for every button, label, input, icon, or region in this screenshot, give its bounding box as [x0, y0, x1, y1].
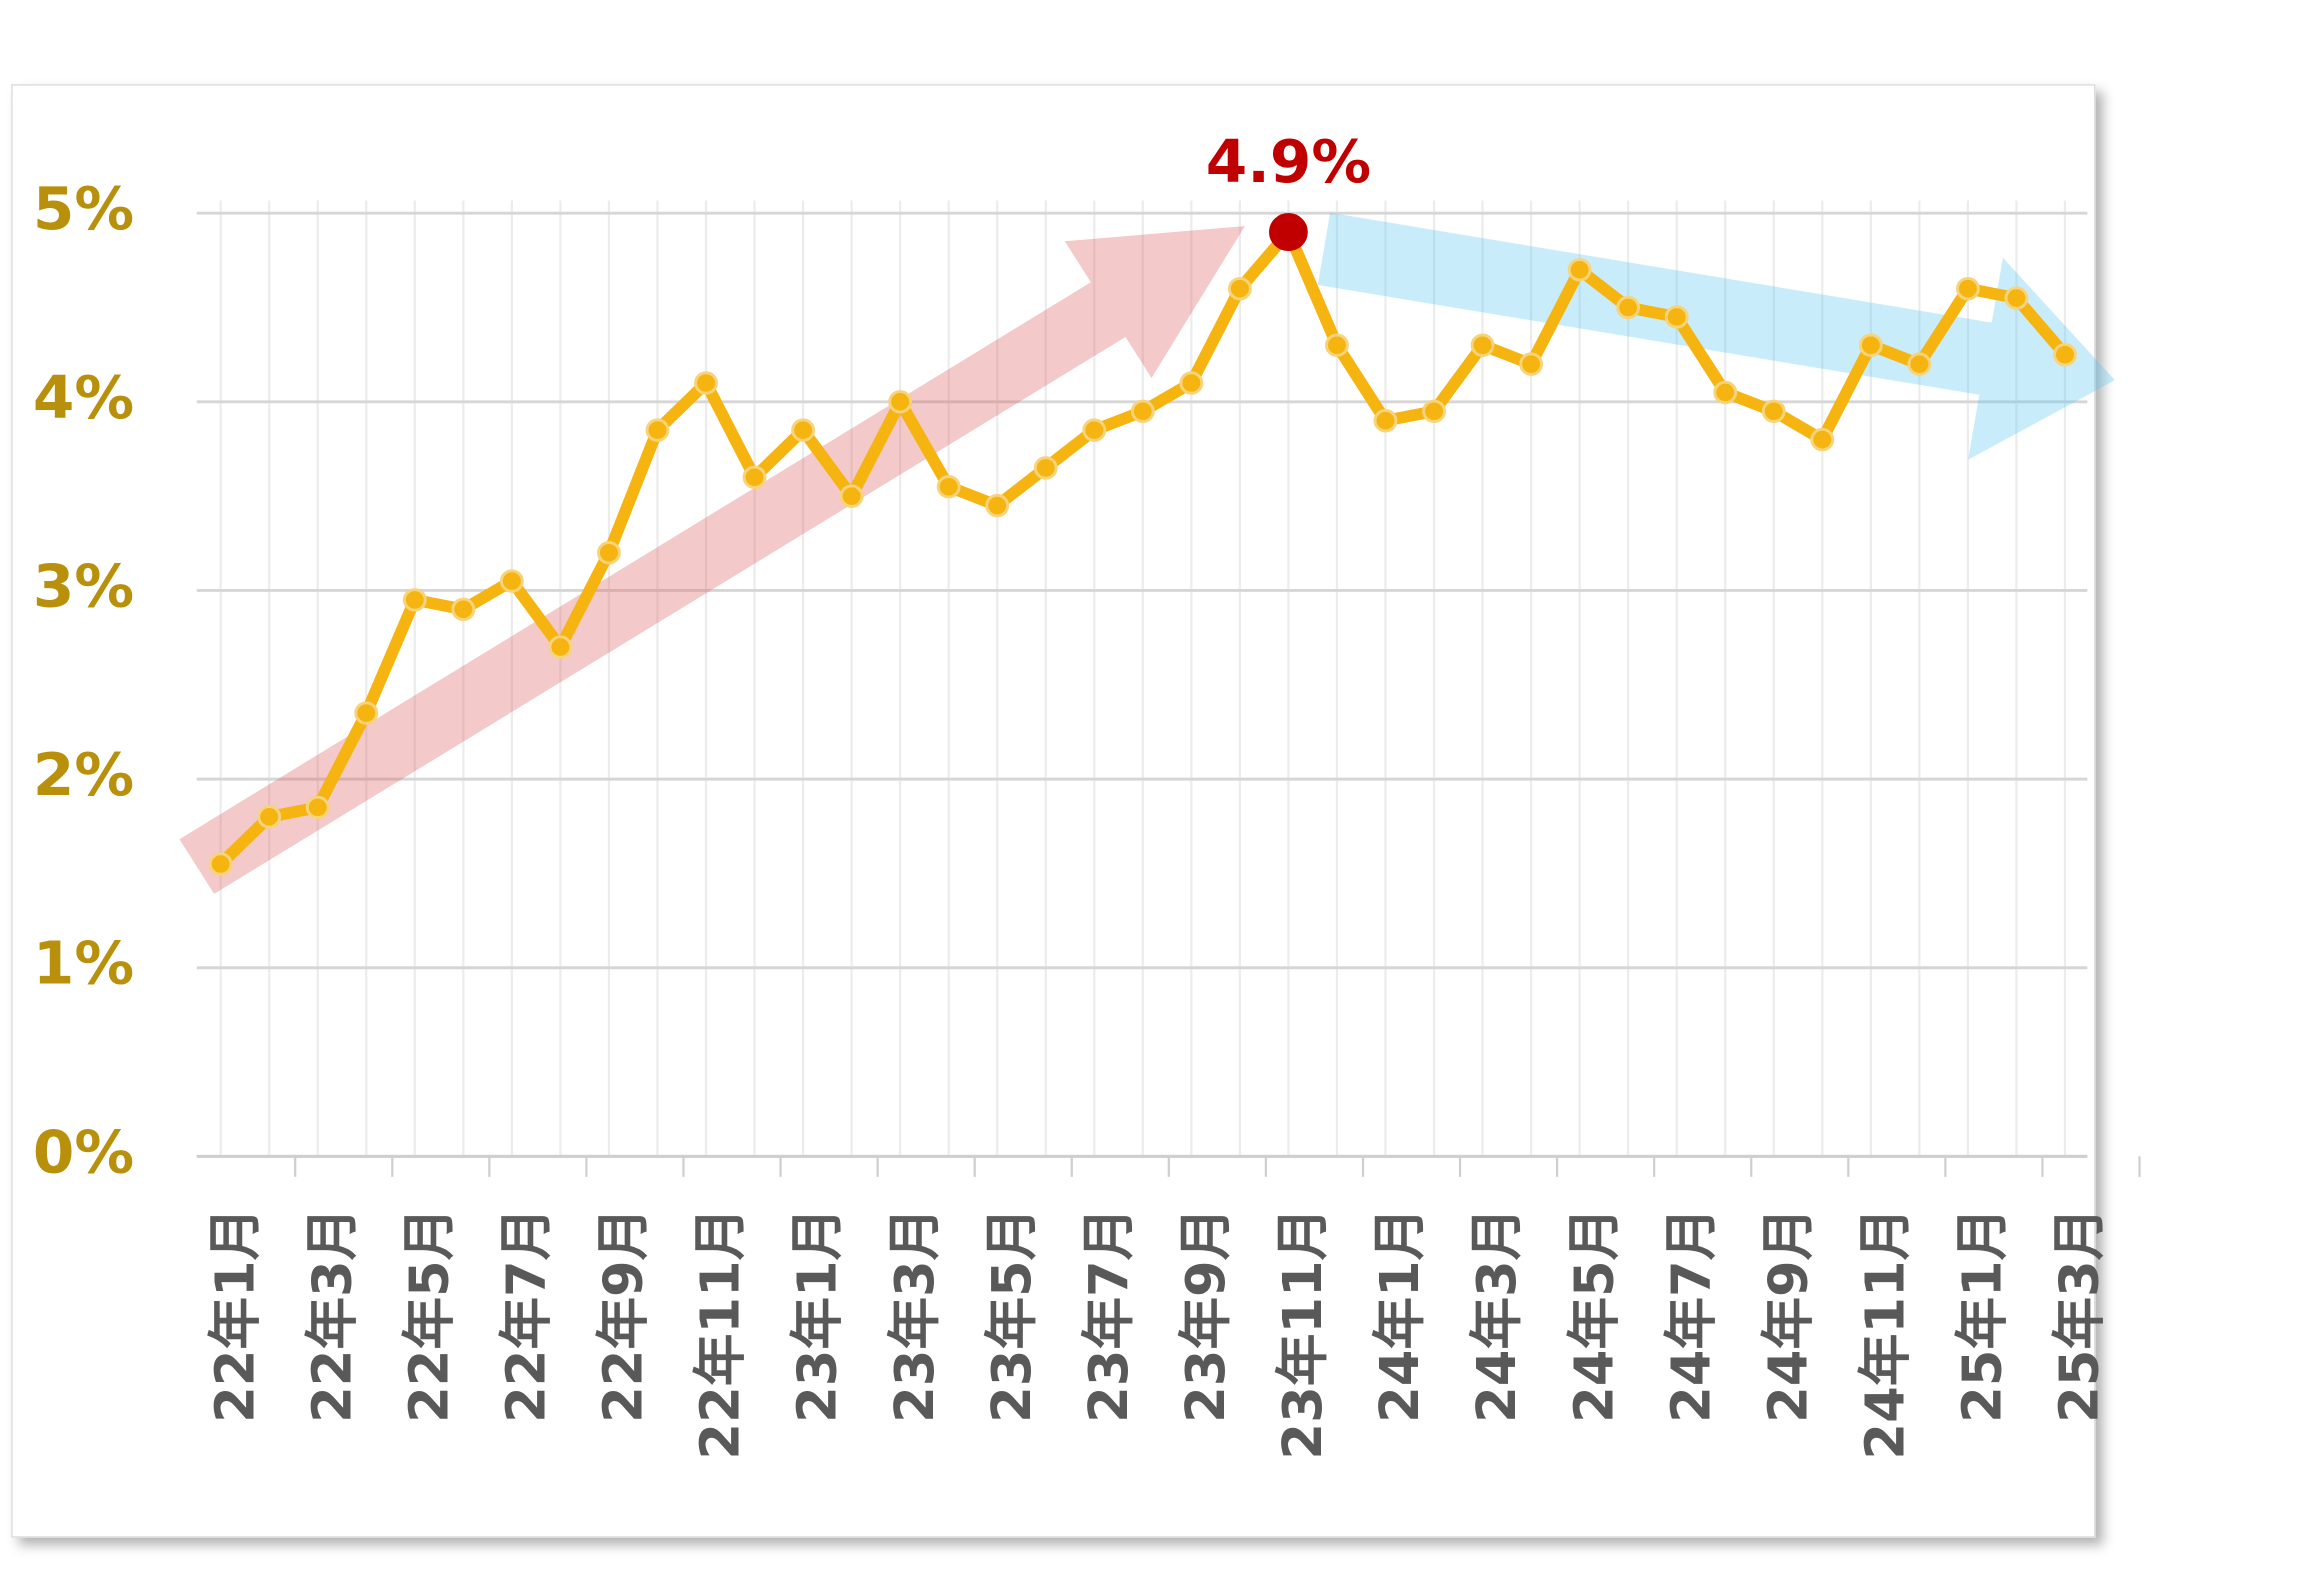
- x-tick-label: 25年3月: [2048, 1208, 2111, 1423]
- highlight-point: [1269, 213, 1308, 252]
- x-tick-label: 22年3月: [301, 1208, 364, 1423]
- x-tick-label: 24年7月: [1660, 1208, 1723, 1423]
- point: [597, 541, 621, 565]
- point: [1810, 427, 1835, 452]
- point: [888, 390, 913, 414]
- x-tick-label: 23年5月: [980, 1208, 1043, 1423]
- point: [1179, 371, 1204, 395]
- x-tick-label: 22年1月: [204, 1208, 267, 1423]
- data-label: 4.9%: [1206, 128, 1371, 196]
- point: [1761, 399, 1786, 423]
- point: [451, 597, 476, 622]
- y-tick-label: 5%: [33, 175, 134, 243]
- x-tick-label: 23年3月: [883, 1208, 946, 1423]
- trend-arrow-up: [179, 226, 1245, 894]
- point: [1664, 305, 1689, 329]
- x-tick-label: 24年1月: [1369, 1208, 1432, 1423]
- point: [936, 475, 961, 499]
- x-tick-label: 24年5月: [1563, 1208, 1626, 1423]
- point: [548, 635, 573, 659]
- point: [1955, 276, 1980, 301]
- point: [1227, 276, 1252, 301]
- point: [354, 701, 379, 725]
- x-tick-label: 22年7月: [495, 1208, 558, 1423]
- y-tick-label: 3%: [33, 552, 134, 620]
- x-tick-label: 24年3月: [1466, 1208, 1529, 1423]
- point: [1713, 380, 1738, 405]
- point: [1130, 399, 1155, 423]
- point: [1858, 333, 1883, 357]
- y-tick-label: 2%: [33, 741, 134, 809]
- point: [694, 371, 718, 395]
- point: [402, 588, 427, 612]
- x-tick-label: 22年5月: [398, 1208, 461, 1423]
- x-tick-label: 24年9月: [1757, 1208, 1820, 1423]
- x-tick-label: 22年11月: [689, 1208, 752, 1460]
- point: [645, 418, 670, 442]
- point: [1567, 258, 1592, 282]
- point: [1373, 408, 1398, 433]
- x-tick-label: 23年11月: [1272, 1208, 1335, 1460]
- point: [1470, 333, 1495, 357]
- point: [257, 805, 282, 829]
- x-tick-label: 23年9月: [1175, 1208, 1238, 1423]
- point: [1519, 352, 1544, 376]
- point: [208, 852, 233, 876]
- y-tick-label: 4%: [33, 363, 134, 431]
- point: [499, 569, 524, 593]
- x-tick-label: 22年9月: [592, 1208, 655, 1423]
- point: [305, 795, 330, 820]
- point: [1033, 456, 1058, 480]
- point: [2004, 286, 2029, 310]
- point: [1082, 418, 1107, 442]
- point: [839, 484, 864, 508]
- grid: 0% 1% 2% 3% 4% 5% 22年1月 22年3月 22年5月 22年7月 22年9月 22年…: [33, 175, 2141, 1460]
- trend-arrow-flat: [1317, 212, 2115, 460]
- y-tick-label: 0%: [33, 1118, 134, 1186]
- point: [2053, 342, 2077, 367]
- point: [985, 493, 1010, 518]
- plot: 4.9%: [208, 128, 2077, 876]
- point: [1616, 295, 1641, 320]
- x-tick-label: 25年1月: [1951, 1208, 2014, 1423]
- x-tick-label: 24年11月: [1854, 1208, 1917, 1460]
- chart-frame: [11, 84, 2096, 1538]
- y-tick-label: 1%: [33, 929, 134, 997]
- x-tick-label: 23年7月: [1078, 1208, 1141, 1423]
- point: [1907, 352, 1932, 376]
- point: [1325, 333, 1349, 357]
- point: [791, 418, 816, 442]
- point: [1422, 399, 1446, 423]
- point: [742, 465, 767, 490]
- x-tick-label: 23年1月: [786, 1208, 849, 1423]
